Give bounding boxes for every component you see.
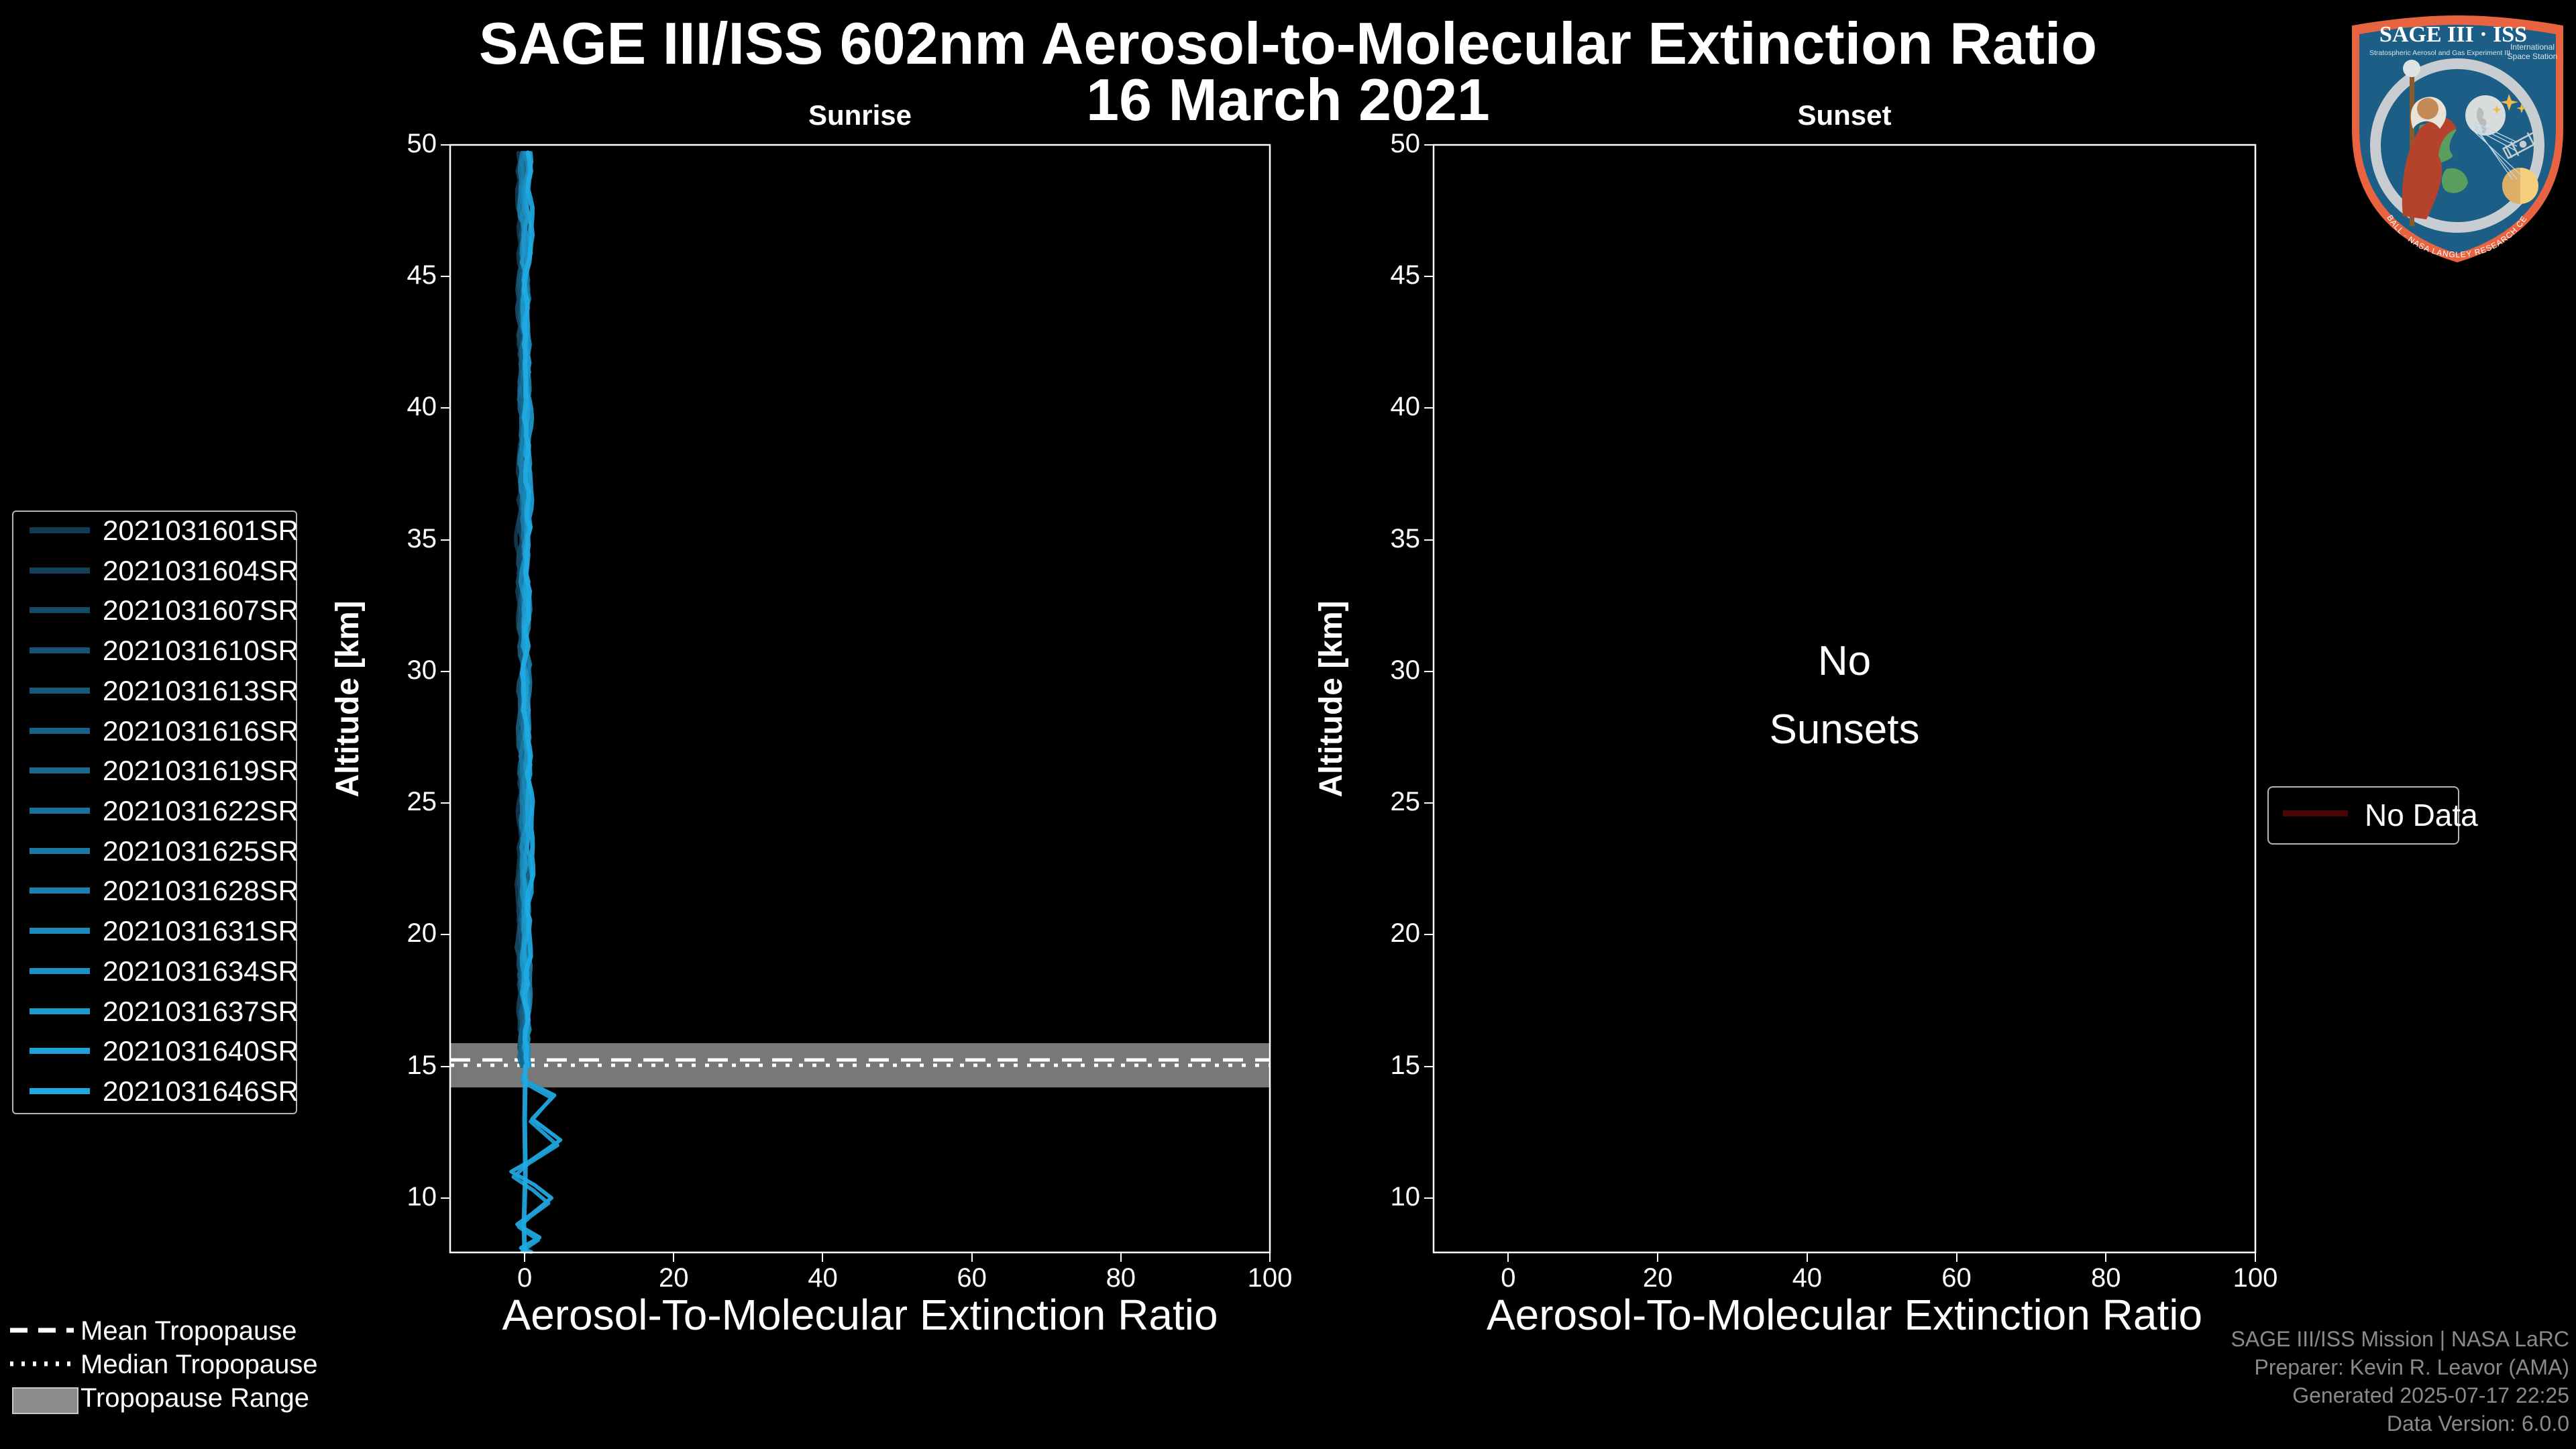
svg-text:BALL · NASA LANGLEY RESEARCH C: BALL · NASA LANGLEY RESEARCH CENTER · TA…: [2346, 15, 2529, 260]
